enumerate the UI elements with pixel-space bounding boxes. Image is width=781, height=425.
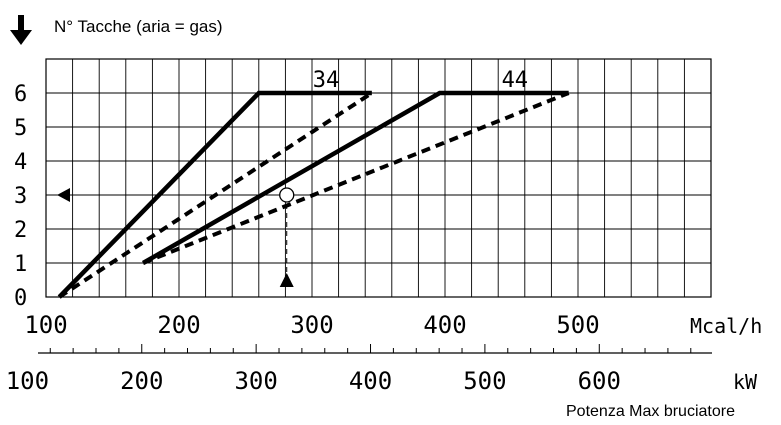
- y-tick-label: 6: [14, 82, 27, 107]
- series-line-1: [57, 90, 372, 299]
- series-label: 44: [502, 68, 529, 93]
- example-point: [279, 187, 295, 203]
- kw-tick-label: 300: [234, 367, 277, 395]
- kw-tick-label: 500: [463, 367, 506, 395]
- series-label: 34: [313, 68, 340, 93]
- series-line-4: [142, 91, 570, 265]
- y-tick-label: 3: [14, 184, 27, 209]
- kw-tick-label: 100: [6, 367, 49, 395]
- up-arrow-icon: [279, 273, 294, 287]
- x-tick-label: 300: [290, 311, 333, 339]
- left-arrow-icon: [57, 188, 70, 202]
- y-tick-label: 5: [14, 116, 27, 141]
- footer-caption: Potenza Max bruciatore: [566, 403, 735, 420]
- plot-frame: [45, 58, 712, 298]
- y-tick-label: 4: [14, 150, 27, 175]
- x2-axis-unit: kW: [733, 370, 758, 394]
- example-reading: [57, 187, 295, 287]
- y-tick-label: 2: [14, 218, 27, 243]
- down-arrow-icon: [10, 15, 32, 45]
- kw-axis: 100 200 300 400 500 600: [6, 344, 712, 395]
- x-tick-label: 500: [556, 311, 599, 339]
- y-tick-labels: 0 1 2 3 4 5 6: [14, 82, 27, 311]
- y-tick-label: 1: [14, 252, 27, 277]
- kw-tick-label: 200: [120, 367, 163, 395]
- x-tick-label: 400: [423, 311, 466, 339]
- series-labels: 34 44: [313, 68, 528, 93]
- chart-title: N° Tacche (aria = gas): [54, 17, 223, 36]
- kw-tick-label: 400: [349, 367, 392, 395]
- kw-tick-label: 600: [578, 367, 621, 395]
- x-axis-unit: Mcal/h: [690, 314, 762, 338]
- x-tick-label: 200: [157, 311, 200, 339]
- series-line-3: [141, 90, 569, 265]
- x-tick-labels: 100 200 300 400 500: [24, 311, 599, 339]
- x-tick-label: 100: [24, 311, 67, 339]
- y-tick-label: 0: [14, 286, 27, 311]
